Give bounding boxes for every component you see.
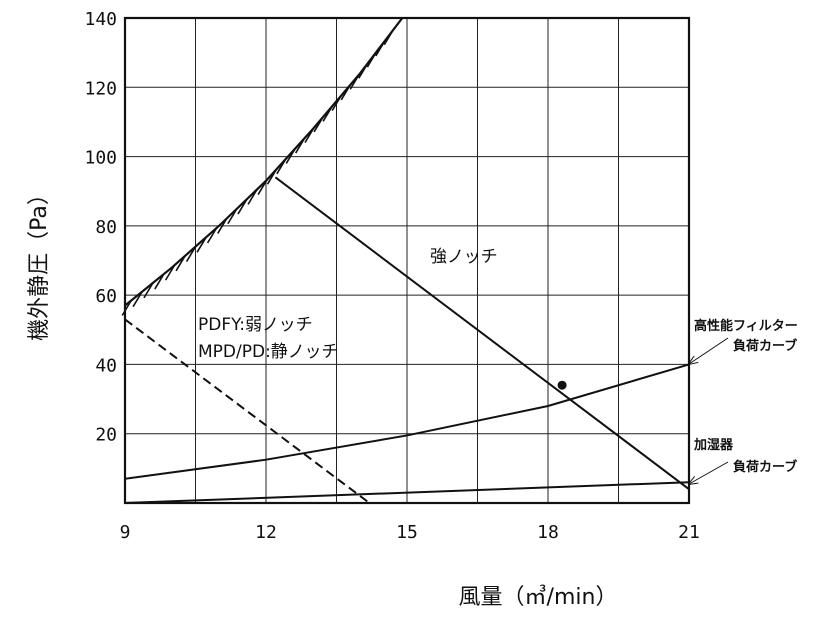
annotation-strong-notch: 強ノッチ xyxy=(430,247,498,267)
annotation-filter-line2: 負荷カーブ xyxy=(733,338,797,354)
annotation-filter-arrow xyxy=(689,337,729,364)
tick-labels: 9 12 15 18 21 20 40 60 80 100 120 140 xyxy=(84,9,699,543)
annotation-weak-notch: PDFY:弱ノッチ xyxy=(198,315,313,335)
plot-frame xyxy=(123,16,691,505)
annotation-humidifier-line1: 加湿器 xyxy=(693,438,734,453)
series-line-1 xyxy=(274,176,690,490)
series-line-3 xyxy=(124,363,690,480)
series-line-2 xyxy=(124,318,371,504)
series-line-4 xyxy=(124,481,690,504)
annotation-filter-line1: 高性能フィルター xyxy=(694,318,798,334)
x-tick-label: 15 xyxy=(396,522,418,543)
y-axis-label: 機外静圧（Pa） xyxy=(27,183,52,341)
operating-point xyxy=(557,380,567,390)
limit-curve xyxy=(124,17,404,307)
annotation-humidifier-arrow xyxy=(689,461,729,484)
grid xyxy=(125,18,689,503)
limit-hatching xyxy=(121,29,394,316)
x-tick-label: 18 xyxy=(537,522,559,543)
y-tick-label: 80 xyxy=(95,217,117,238)
y-tick-label: 60 xyxy=(95,286,117,307)
y-tick-label: 120 xyxy=(84,78,117,99)
annotation-quiet-notch: MPD/PD:静ノッチ xyxy=(198,342,338,362)
x-tick-label: 21 xyxy=(678,522,700,543)
x-axis-label: 風量（㎥/min） xyxy=(459,584,618,610)
y-tick-label: 140 xyxy=(84,9,117,30)
y-tick-label: 40 xyxy=(95,355,117,376)
x-tick-label: 12 xyxy=(255,522,277,543)
series-group xyxy=(124,17,690,504)
annotation-humidifier-line2: 負荷カーブ xyxy=(733,459,797,475)
y-tick-label: 20 xyxy=(95,425,117,446)
x-tick-label: 9 xyxy=(120,522,131,543)
y-tick-label: 100 xyxy=(84,148,117,169)
